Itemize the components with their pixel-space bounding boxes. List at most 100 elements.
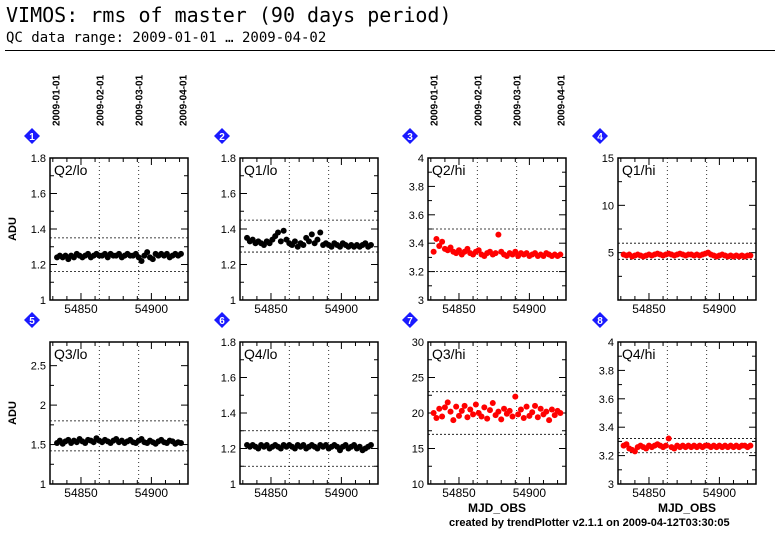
date-label: 2009-04-01 [556, 74, 567, 126]
data-point [455, 412, 462, 419]
x-tick-label: 54900 [703, 486, 737, 500]
panel-6: 6 54850 54900 1 1.2 1.4 1.6 1.8 Q4/lo [214, 312, 379, 500]
y-tick-label: 1 [230, 479, 236, 491]
plot-frame [49, 157, 189, 301]
y-tick-label: 1.8 [221, 153, 236, 165]
footer-credit: created by trendPlotter v2.1.1 on 2009-0… [449, 517, 730, 529]
panel-badge-icon [402, 312, 418, 328]
data-point [433, 235, 440, 242]
data-point [430, 410, 437, 416]
x-tick-label: 54850 [254, 486, 288, 500]
data-point [623, 441, 630, 448]
data-point [177, 250, 184, 257]
data-point [447, 408, 454, 415]
data-point [498, 416, 505, 423]
panel-badge-icon [214, 128, 230, 144]
panel-1: 1 54850 54900 1 1.2 1.4 1.6 1.8 Q2/lo ADU 2009-01-… [7, 74, 189, 316]
header-divider [5, 50, 775, 51]
x-tick-label: 54850 [632, 302, 666, 316]
y-tick-label: 1 [230, 295, 236, 307]
data-point [484, 415, 491, 422]
data-point [444, 399, 451, 406]
data-point [464, 414, 471, 421]
data-point [306, 238, 312, 245]
data-point [470, 411, 477, 418]
y-tick-label: 30 [412, 337, 424, 349]
plot-frame [239, 157, 379, 301]
y-tick-label: 1.4 [221, 224, 236, 236]
panel-number: 4 [597, 132, 603, 143]
data-point [280, 227, 287, 234]
y-tick-label: 3.6 [599, 394, 614, 406]
date-label: 2009-04-01 [178, 74, 189, 126]
data-point [515, 411, 522, 418]
y-tick-label: 1.6 [221, 189, 236, 201]
panel-number: 2 [219, 132, 225, 143]
data-point [546, 417, 553, 424]
y-tick-label: 3.4 [599, 422, 614, 434]
data-point [662, 442, 669, 449]
data-point [512, 248, 519, 255]
y-tick-label: 1.8 [221, 337, 236, 349]
data-point [557, 410, 564, 416]
panel-3: 3 54850 54900 3 3.2 3.4 3.6 3.8 4 Q2/hi 2009-01-01… [402, 74, 567, 316]
y-tick-label: 1.4 [31, 224, 46, 236]
data-point [551, 412, 558, 419]
data-point [478, 413, 485, 420]
data-point [631, 448, 638, 455]
date-label: 2009-02-01 [95, 74, 106, 126]
y-tick-label: 3.2 [599, 451, 614, 463]
panel-badge-icon [592, 128, 608, 144]
y-tick-label: 1 [40, 479, 46, 491]
x-tick-label: 54850 [632, 486, 666, 500]
data-point [439, 413, 446, 420]
data-point [453, 403, 460, 410]
date-label: 2009-03-01 [513, 74, 524, 126]
date-label: 2009-01-01 [52, 74, 63, 126]
y-tick-label: 3.6 [409, 210, 424, 222]
page-title: VIMOS: rms of master (90 days period) [6, 3, 452, 27]
data-point [177, 439, 184, 446]
data-point [475, 247, 482, 254]
y-tick-label: 1.6 [31, 189, 46, 201]
data-point [291, 238, 298, 245]
data-point [529, 409, 536, 416]
y-tick-label: 20 [412, 408, 424, 420]
page-subtitle: QC data range: 2009-01-01 … 2009-04-02 [6, 30, 327, 46]
panel-label: Q2/lo [54, 162, 88, 178]
y-axis-label: ADU [7, 401, 19, 425]
x-tick-label: 54900 [135, 486, 169, 500]
data-point [532, 402, 539, 409]
data-point [534, 414, 541, 421]
data-point [523, 403, 530, 410]
panel-label: Q4/hi [622, 346, 655, 362]
y-tick-label: 5 [608, 248, 614, 260]
y-tick-label: 2.5 [31, 361, 46, 373]
date-label: 2009-03-01 [135, 74, 146, 126]
y-tick-label: 10 [602, 200, 614, 212]
x-tick-label: 54900 [325, 486, 359, 500]
y-tick-label: 1.2 [31, 260, 46, 272]
data-point [461, 402, 468, 409]
y-tick-label: 3.2 [409, 267, 424, 279]
y-tick-label: 3.4 [409, 238, 424, 250]
panel-label: Q2/hi [432, 162, 465, 178]
data-point [441, 404, 448, 411]
data-point [367, 441, 374, 448]
x-tick-label: 54900 [325, 302, 359, 316]
panel-number: 1 [29, 132, 35, 143]
data-point [367, 241, 374, 248]
x-tick-label: 54850 [64, 486, 98, 500]
panel-label: Q4/lo [244, 346, 278, 362]
data-point [512, 393, 519, 400]
date-label: 2009-01-01 [430, 74, 441, 126]
data-point [138, 257, 145, 264]
x-tick-label: 54850 [254, 302, 288, 316]
panel-5: 5 54850 54900 1 1.5 2 2.5 Q3/lo ADU [7, 312, 189, 500]
data-point [144, 249, 151, 256]
plot-frame [617, 341, 757, 485]
y-tick-label: 25 [412, 373, 424, 385]
data-point [275, 229, 282, 236]
y-tick-label: 4 [608, 337, 614, 349]
